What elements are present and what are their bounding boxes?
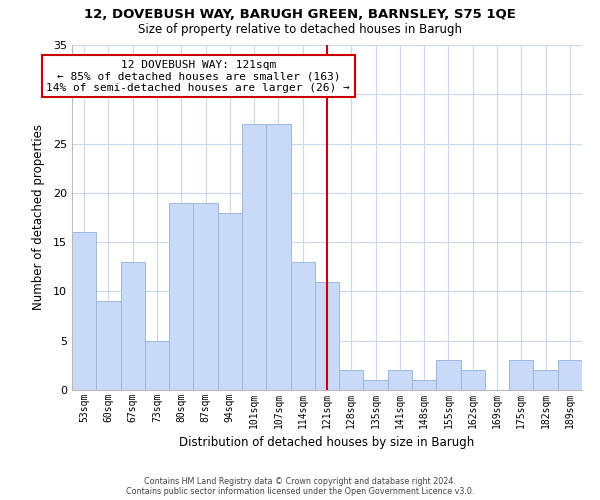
- Bar: [412, 380, 436, 390]
- Text: Size of property relative to detached houses in Barugh: Size of property relative to detached ho…: [138, 22, 462, 36]
- Bar: [339, 370, 364, 390]
- Bar: [533, 370, 558, 390]
- Bar: [121, 262, 145, 390]
- Y-axis label: Number of detached properties: Number of detached properties: [32, 124, 44, 310]
- Bar: [509, 360, 533, 390]
- Bar: [461, 370, 485, 390]
- Bar: [242, 124, 266, 390]
- Bar: [218, 212, 242, 390]
- Bar: [266, 124, 290, 390]
- Bar: [290, 262, 315, 390]
- X-axis label: Distribution of detached houses by size in Barugh: Distribution of detached houses by size …: [179, 436, 475, 450]
- Bar: [72, 232, 96, 390]
- Bar: [145, 340, 169, 390]
- Text: 12 DOVEBUSH WAY: 121sqm
← 85% of detached houses are smaller (163)
14% of semi-d: 12 DOVEBUSH WAY: 121sqm ← 85% of detache…: [46, 60, 350, 93]
- Text: 12, DOVEBUSH WAY, BARUGH GREEN, BARNSLEY, S75 1QE: 12, DOVEBUSH WAY, BARUGH GREEN, BARNSLEY…: [84, 8, 516, 20]
- Bar: [364, 380, 388, 390]
- Bar: [315, 282, 339, 390]
- Bar: [388, 370, 412, 390]
- Text: Contains HM Land Registry data © Crown copyright and database right 2024.
Contai: Contains HM Land Registry data © Crown c…: [126, 476, 474, 496]
- Bar: [436, 360, 461, 390]
- Bar: [169, 202, 193, 390]
- Bar: [558, 360, 582, 390]
- Bar: [193, 202, 218, 390]
- Bar: [96, 302, 121, 390]
